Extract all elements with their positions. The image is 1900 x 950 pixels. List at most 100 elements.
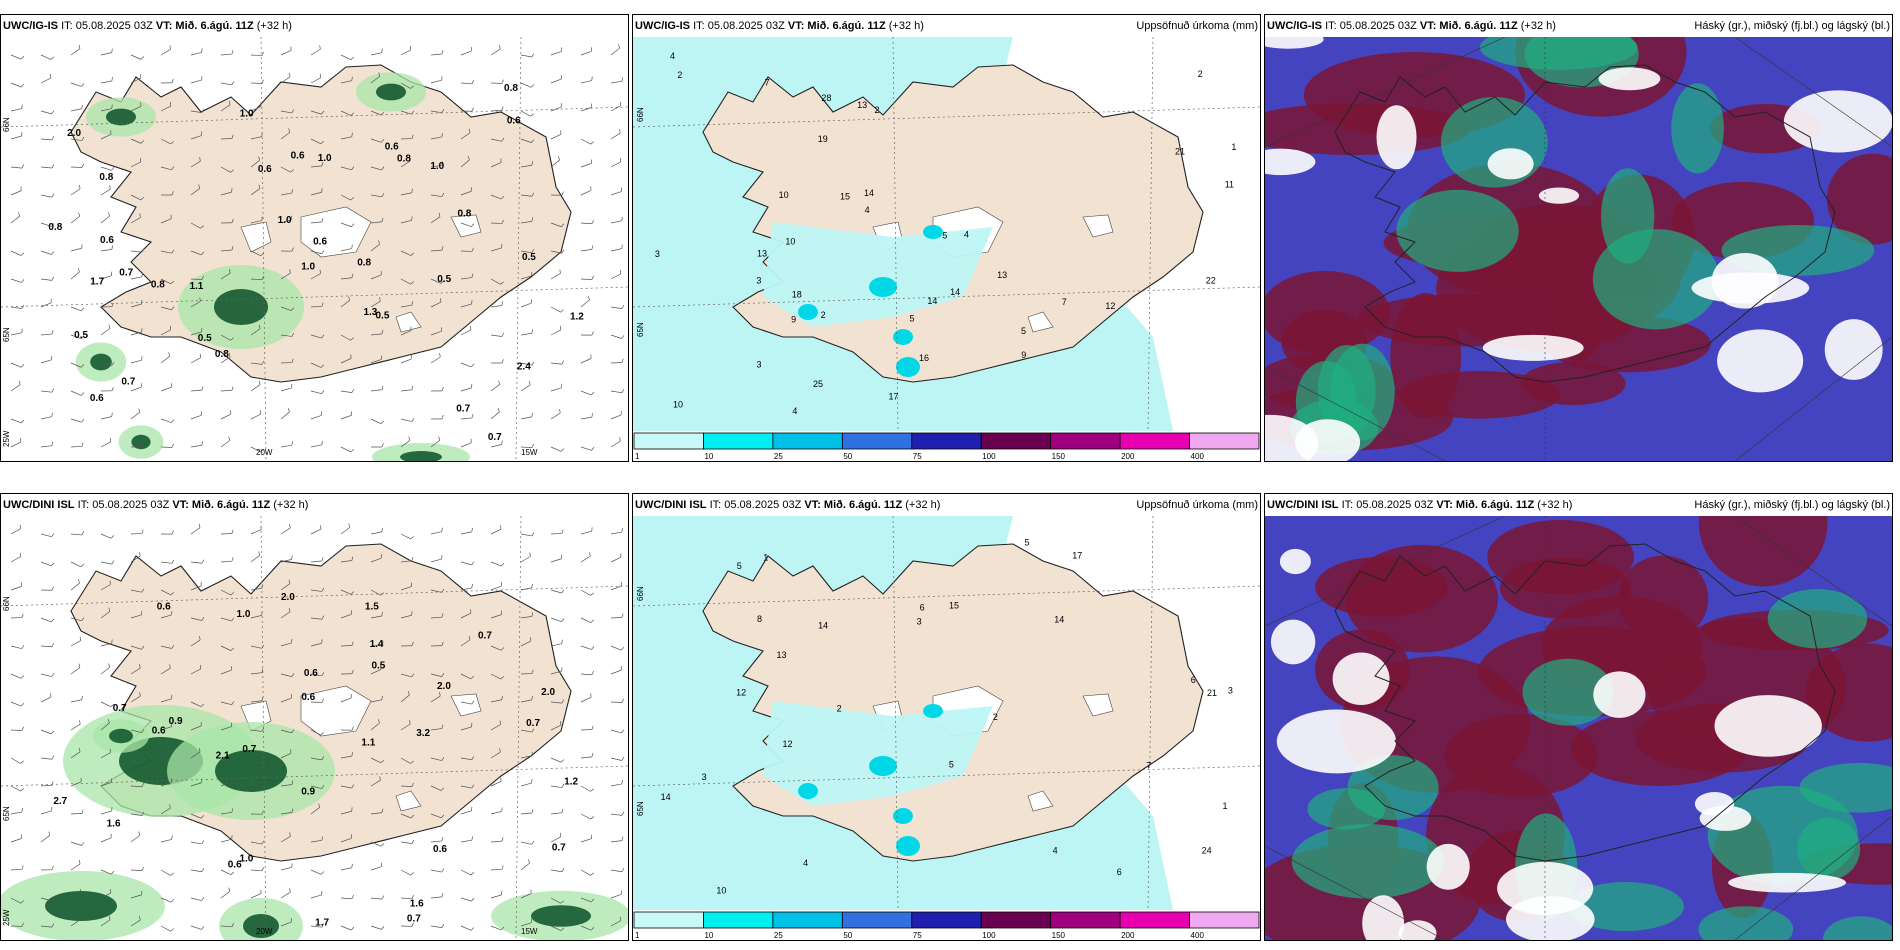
wind-barb — [340, 697, 352, 703]
clear-sky-patch — [1783, 90, 1892, 153]
clear-sky-patch — [1717, 329, 1804, 393]
wind-barb — [160, 807, 171, 815]
wind-barb — [40, 77, 51, 84]
clear-sky-patch — [1487, 148, 1534, 180]
rain-value-label: 0.9 — [169, 716, 183, 727]
wind-barb — [250, 645, 262, 649]
wind-barb — [340, 248, 352, 252]
wind-barb-flag — [381, 48, 383, 53]
wind-barb-flag — [321, 587, 325, 592]
wind-barb-flag — [561, 699, 565, 704]
wind-barb — [220, 701, 232, 706]
region-border — [1734, 815, 1892, 940]
wind-barb-flag — [621, 216, 623, 221]
wind-barb-flag — [291, 332, 295, 337]
wind-barb — [490, 222, 503, 224]
wind-barb — [340, 897, 352, 900]
wind-barb-flag — [321, 785, 325, 789]
region-border — [1265, 366, 1446, 461]
precip-value-label: 3 — [756, 276, 761, 286]
wind-barb — [610, 132, 621, 140]
wind-barb-flag — [528, 380, 531, 385]
wind-barb — [220, 869, 232, 876]
graticule — [633, 37, 1260, 431]
wind-barb-flag — [201, 840, 205, 845]
wind-barb — [100, 611, 111, 619]
wind-barb-flag — [110, 703, 115, 707]
wind-barb — [490, 528, 502, 535]
wind-barb — [370, 841, 382, 847]
wind-barb-flag — [561, 868, 565, 872]
wind-barb — [430, 840, 442, 843]
rain-value-label: 0.6 — [507, 115, 521, 126]
wind-barb — [220, 104, 231, 112]
wind-barb-flag — [169, 804, 171, 809]
wind-barb — [220, 191, 232, 196]
wind-barb-flag — [621, 335, 625, 339]
rain-value-label: 0.5 — [74, 330, 88, 341]
wind-barb-flag — [321, 698, 324, 703]
wind-barb — [490, 48, 501, 56]
precip-value-label: 10 — [779, 190, 789, 200]
wind-barb — [40, 166, 52, 169]
wind-barb-flag — [621, 77, 624, 82]
wind-barb-flag — [561, 639, 563, 644]
wind-barb — [100, 134, 112, 140]
wind-barb — [430, 531, 442, 535]
wind-barb — [280, 387, 292, 392]
wind-barb-flag — [407, 691, 410, 696]
glacier-outline — [395, 790, 422, 812]
wind-barb — [370, 589, 381, 596]
wind-barb-flag — [20, 364, 25, 368]
wind-barb — [130, 555, 141, 563]
wind-barb-flag — [531, 583, 533, 588]
wind-barb — [100, 188, 111, 196]
wind-barb — [550, 785, 562, 788]
wind-barb-flag — [170, 591, 175, 596]
wind-barb — [190, 444, 202, 448]
wind-barb — [220, 82, 232, 86]
wind-barb — [190, 701, 202, 707]
wind-barb-flag — [140, 196, 145, 201]
wind-barb-flag — [20, 252, 25, 256]
wind-barb — [430, 813, 442, 819]
wind-barb-flag — [171, 306, 175, 310]
wind-barb — [490, 868, 502, 871]
rain-value-label: 0.7 — [478, 630, 492, 641]
wind-barb — [10, 556, 21, 563]
rain-value-label: 0.7 — [119, 268, 133, 279]
rain-value-label: 2.0 — [541, 687, 555, 698]
wind-barb — [460, 925, 472, 931]
wind-barb-flag — [231, 758, 235, 762]
wind-barb-flag — [20, 83, 25, 88]
wind-barb — [520, 110, 531, 117]
colorbar-tick-label: 100 — [982, 452, 996, 461]
wind-barb — [460, 897, 472, 902]
wind-barb — [40, 302, 52, 308]
wind-barb — [520, 699, 532, 703]
wind-barb — [130, 194, 141, 201]
model-name: UWC/DINI ISL — [635, 499, 707, 511]
wind-barb — [550, 222, 562, 228]
wind-barb-flag — [21, 645, 25, 649]
wind-barb-flag — [78, 44, 81, 49]
colorbar-swatch — [1119, 911, 1190, 929]
rain-value-label: 0.8 — [99, 172, 113, 183]
wind-barb — [520, 782, 532, 787]
wind-barb — [580, 530, 592, 535]
rain-value-label: 0.6 — [433, 844, 447, 855]
wind-barb-flag — [108, 324, 111, 329]
wind-barb — [520, 302, 532, 308]
precip-value-label: 2 — [1198, 69, 1203, 79]
wind-barb — [220, 617, 232, 622]
wind-barb — [40, 696, 52, 703]
wind-barb — [580, 673, 592, 676]
wind-barb — [190, 357, 201, 364]
wind-barb-flag — [440, 280, 445, 284]
wind-barb — [310, 589, 322, 592]
precip-value-label: 11 — [1225, 180, 1234, 190]
wind-barb — [340, 54, 352, 61]
wind-barb — [40, 897, 52, 902]
wind-barb — [10, 54, 22, 60]
wind-barb — [250, 362, 262, 365]
